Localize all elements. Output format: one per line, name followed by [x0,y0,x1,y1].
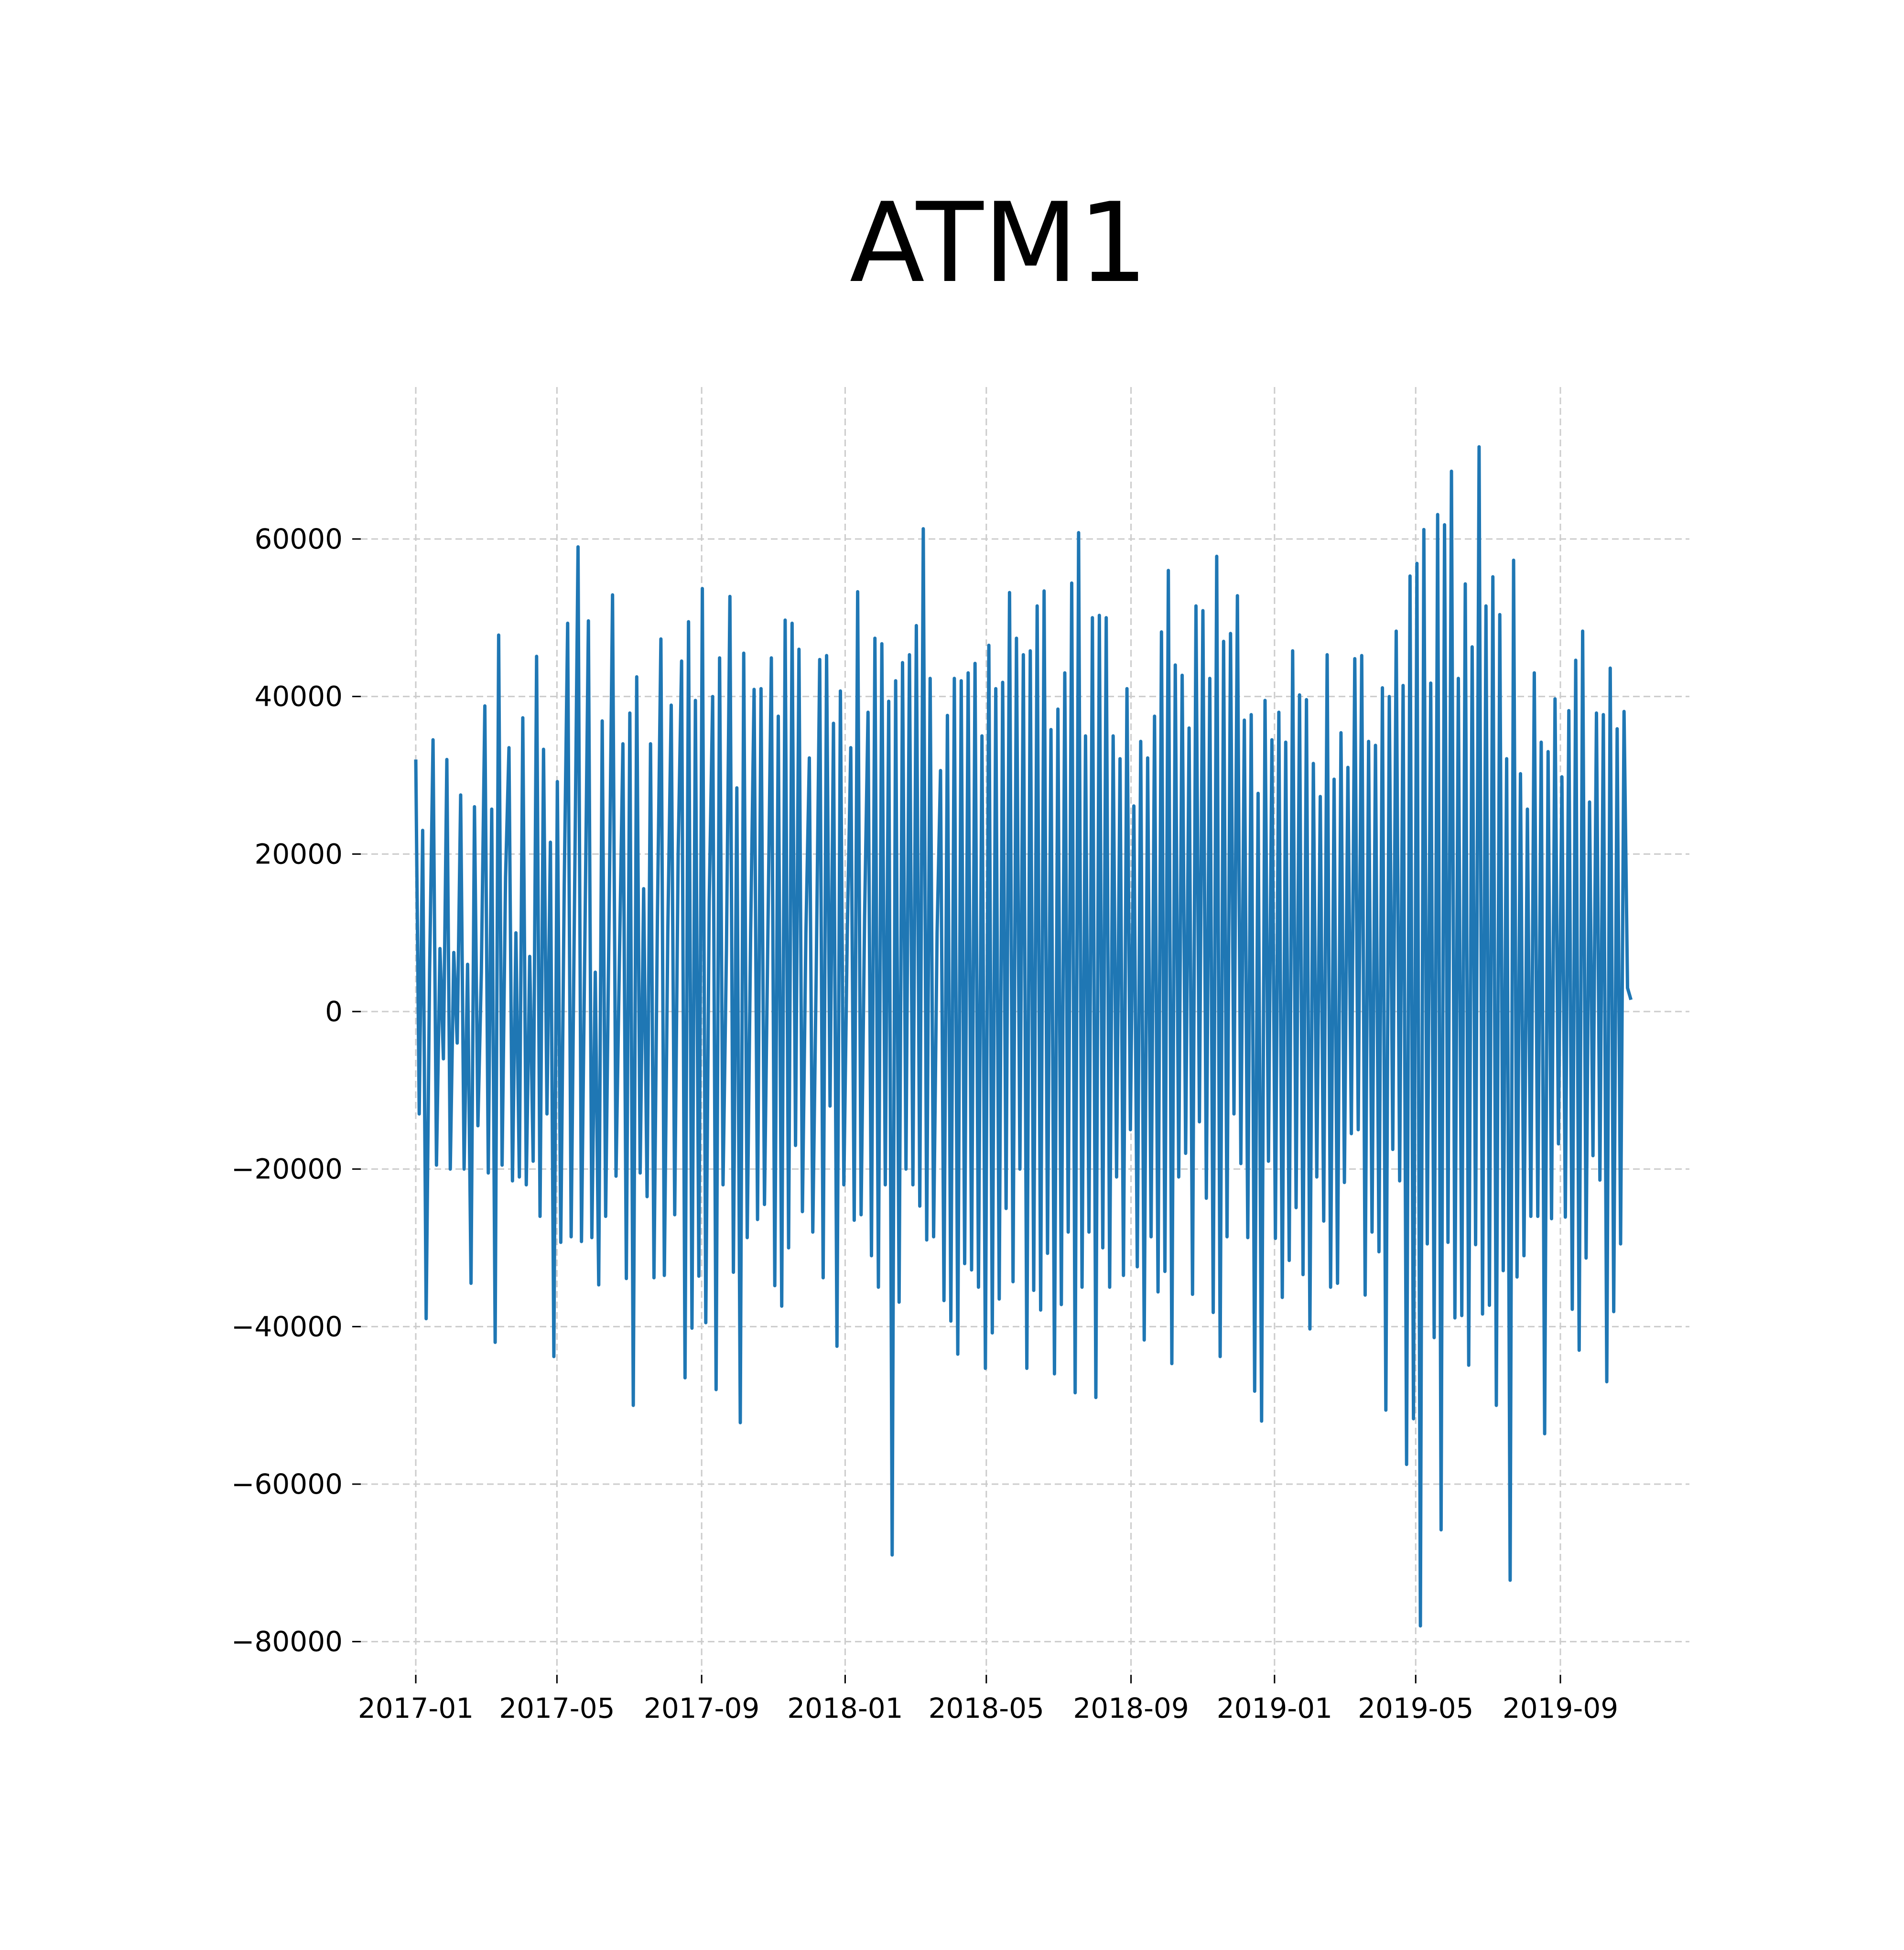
x-axis: 2017-01 2017-05 2017-09 2018-01 2018-05 2018-… [358,1675,1618,1724]
y-tick-label: −40000 [231,1310,343,1343]
series-line [414,445,1633,1628]
chart-title: ATM1 [849,180,1148,307]
x-tick-label: 2017-09 [644,1692,759,1724]
x-tick-label: 2019-09 [1503,1692,1618,1724]
x-tick-label: 2018-01 [787,1692,903,1724]
x-tick-label: 2019-05 [1358,1692,1473,1724]
x-tick-label: 2018-09 [1073,1692,1189,1724]
y-tick-label: 40000 [254,680,343,713]
series-area [414,445,1633,1628]
y-tick-label: 0 [325,995,343,1028]
y-tick-label: 60000 [254,523,343,555]
y-tick-label: −20000 [231,1153,343,1185]
y-tick-label: −60000 [231,1468,343,1500]
y-tick-label: −80000 [231,1626,343,1658]
x-tick-label: 2018-05 [929,1692,1044,1724]
x-tick-label: 2017-01 [358,1692,474,1724]
y-tick-label: 20000 [254,838,343,870]
x-tick-label: 2017-05 [499,1692,615,1724]
x-tick-label: 2019-01 [1217,1692,1332,1724]
y-axis: 60000 40000 20000 0 −20000 −40000 −60000 −80000 [231,523,361,1658]
